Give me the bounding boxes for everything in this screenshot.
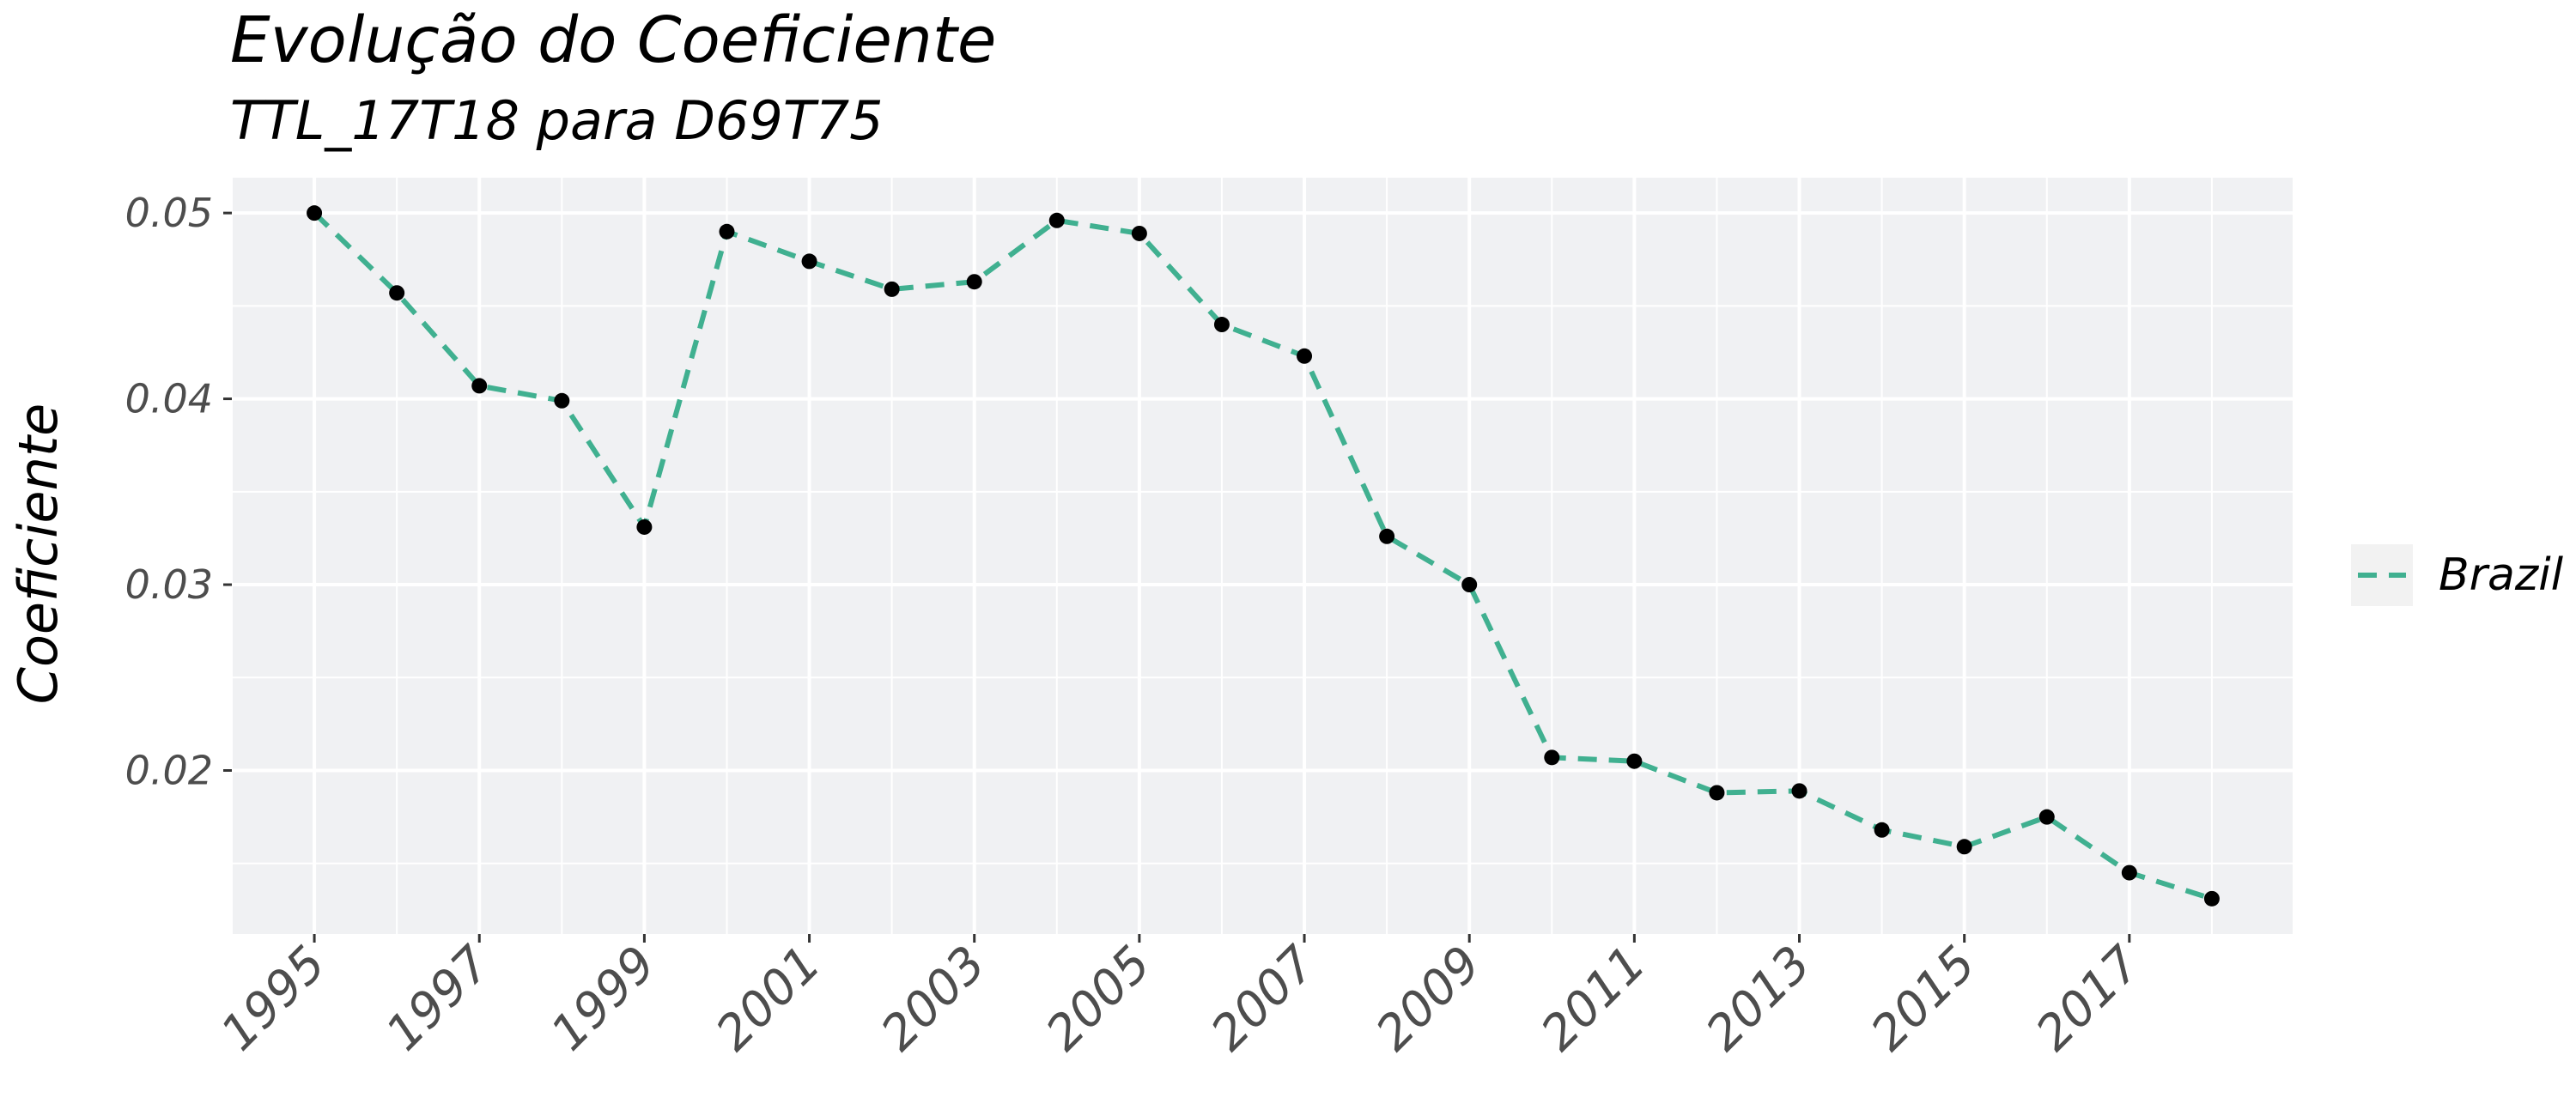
data-point-2000 xyxy=(719,223,735,240)
data-point-2002 xyxy=(884,281,900,297)
y-tick-label: 0.02 xyxy=(125,748,213,794)
x-tick-label: 2001 xyxy=(706,936,832,1062)
grid-lines xyxy=(231,178,2296,934)
x-tick-label: 2017 xyxy=(2026,936,2152,1062)
y-tick-label: 0.03 xyxy=(125,561,213,608)
y-axis-ticks: 0.02 0.03 0.04 0.05 xyxy=(125,190,232,794)
data-point-2013 xyxy=(1791,783,1807,799)
data-point-1997 xyxy=(471,378,488,394)
data-point-2004 xyxy=(1048,212,1065,228)
data-point-1999 xyxy=(636,519,653,535)
data-point-2017 xyxy=(2121,864,2137,881)
data-point-1998 xyxy=(554,392,570,409)
series-line-brazil xyxy=(312,210,2213,901)
y-axis-title: Coeficiente xyxy=(7,403,70,705)
data-point-2014 xyxy=(1874,822,1890,838)
chart-title: Evolução do Coeficiente xyxy=(230,3,996,77)
x-tick-label: 2007 xyxy=(1200,936,1327,1062)
data-point-2009 xyxy=(1461,577,1478,593)
x-axis-ticks: 1995 1997 1999 2001 2003 2005 2007 2009 2011 2013… xyxy=(210,934,2152,1062)
plot-panel xyxy=(232,178,2294,934)
data-point-2005 xyxy=(1131,225,1147,241)
x-tick-label: 2013 xyxy=(1696,936,1822,1062)
data-point-2010 xyxy=(1544,749,1560,766)
data-point-2006 xyxy=(1213,317,1230,333)
data-point-2016 xyxy=(2038,809,2055,825)
x-tick-label: 1999 xyxy=(541,936,667,1062)
data-point-2015 xyxy=(1956,839,1972,855)
x-tick-label: 1997 xyxy=(375,936,501,1062)
data-point-2012 xyxy=(1709,785,1725,801)
data-point-2008 xyxy=(1379,528,1395,544)
x-tick-label: 2015 xyxy=(1861,936,1987,1062)
data-point-2007 xyxy=(1297,348,1313,364)
y-tick-label: 0.05 xyxy=(125,190,213,236)
x-tick-label: 2003 xyxy=(871,936,997,1062)
chart-subtitle: TTL_17T18 para D69T75 xyxy=(230,89,884,152)
data-point-2001 xyxy=(801,253,817,270)
x-tick-label: 2011 xyxy=(1531,936,1657,1062)
data-point-2003 xyxy=(966,274,982,290)
data-point-1996 xyxy=(389,285,405,301)
data-point-2011 xyxy=(1626,753,1643,769)
legend-label: Brazil xyxy=(2439,549,2564,601)
data-point-1995 xyxy=(307,205,323,221)
data-point-2018 xyxy=(2203,890,2220,907)
x-tick-label: 1995 xyxy=(210,936,337,1062)
y-tick-label: 0.04 xyxy=(125,376,213,422)
x-tick-label: 2009 xyxy=(1365,936,1492,1062)
x-tick-label: 2005 xyxy=(1036,936,1162,1062)
legend: Brazil xyxy=(2351,544,2564,606)
series-group xyxy=(307,205,2220,907)
